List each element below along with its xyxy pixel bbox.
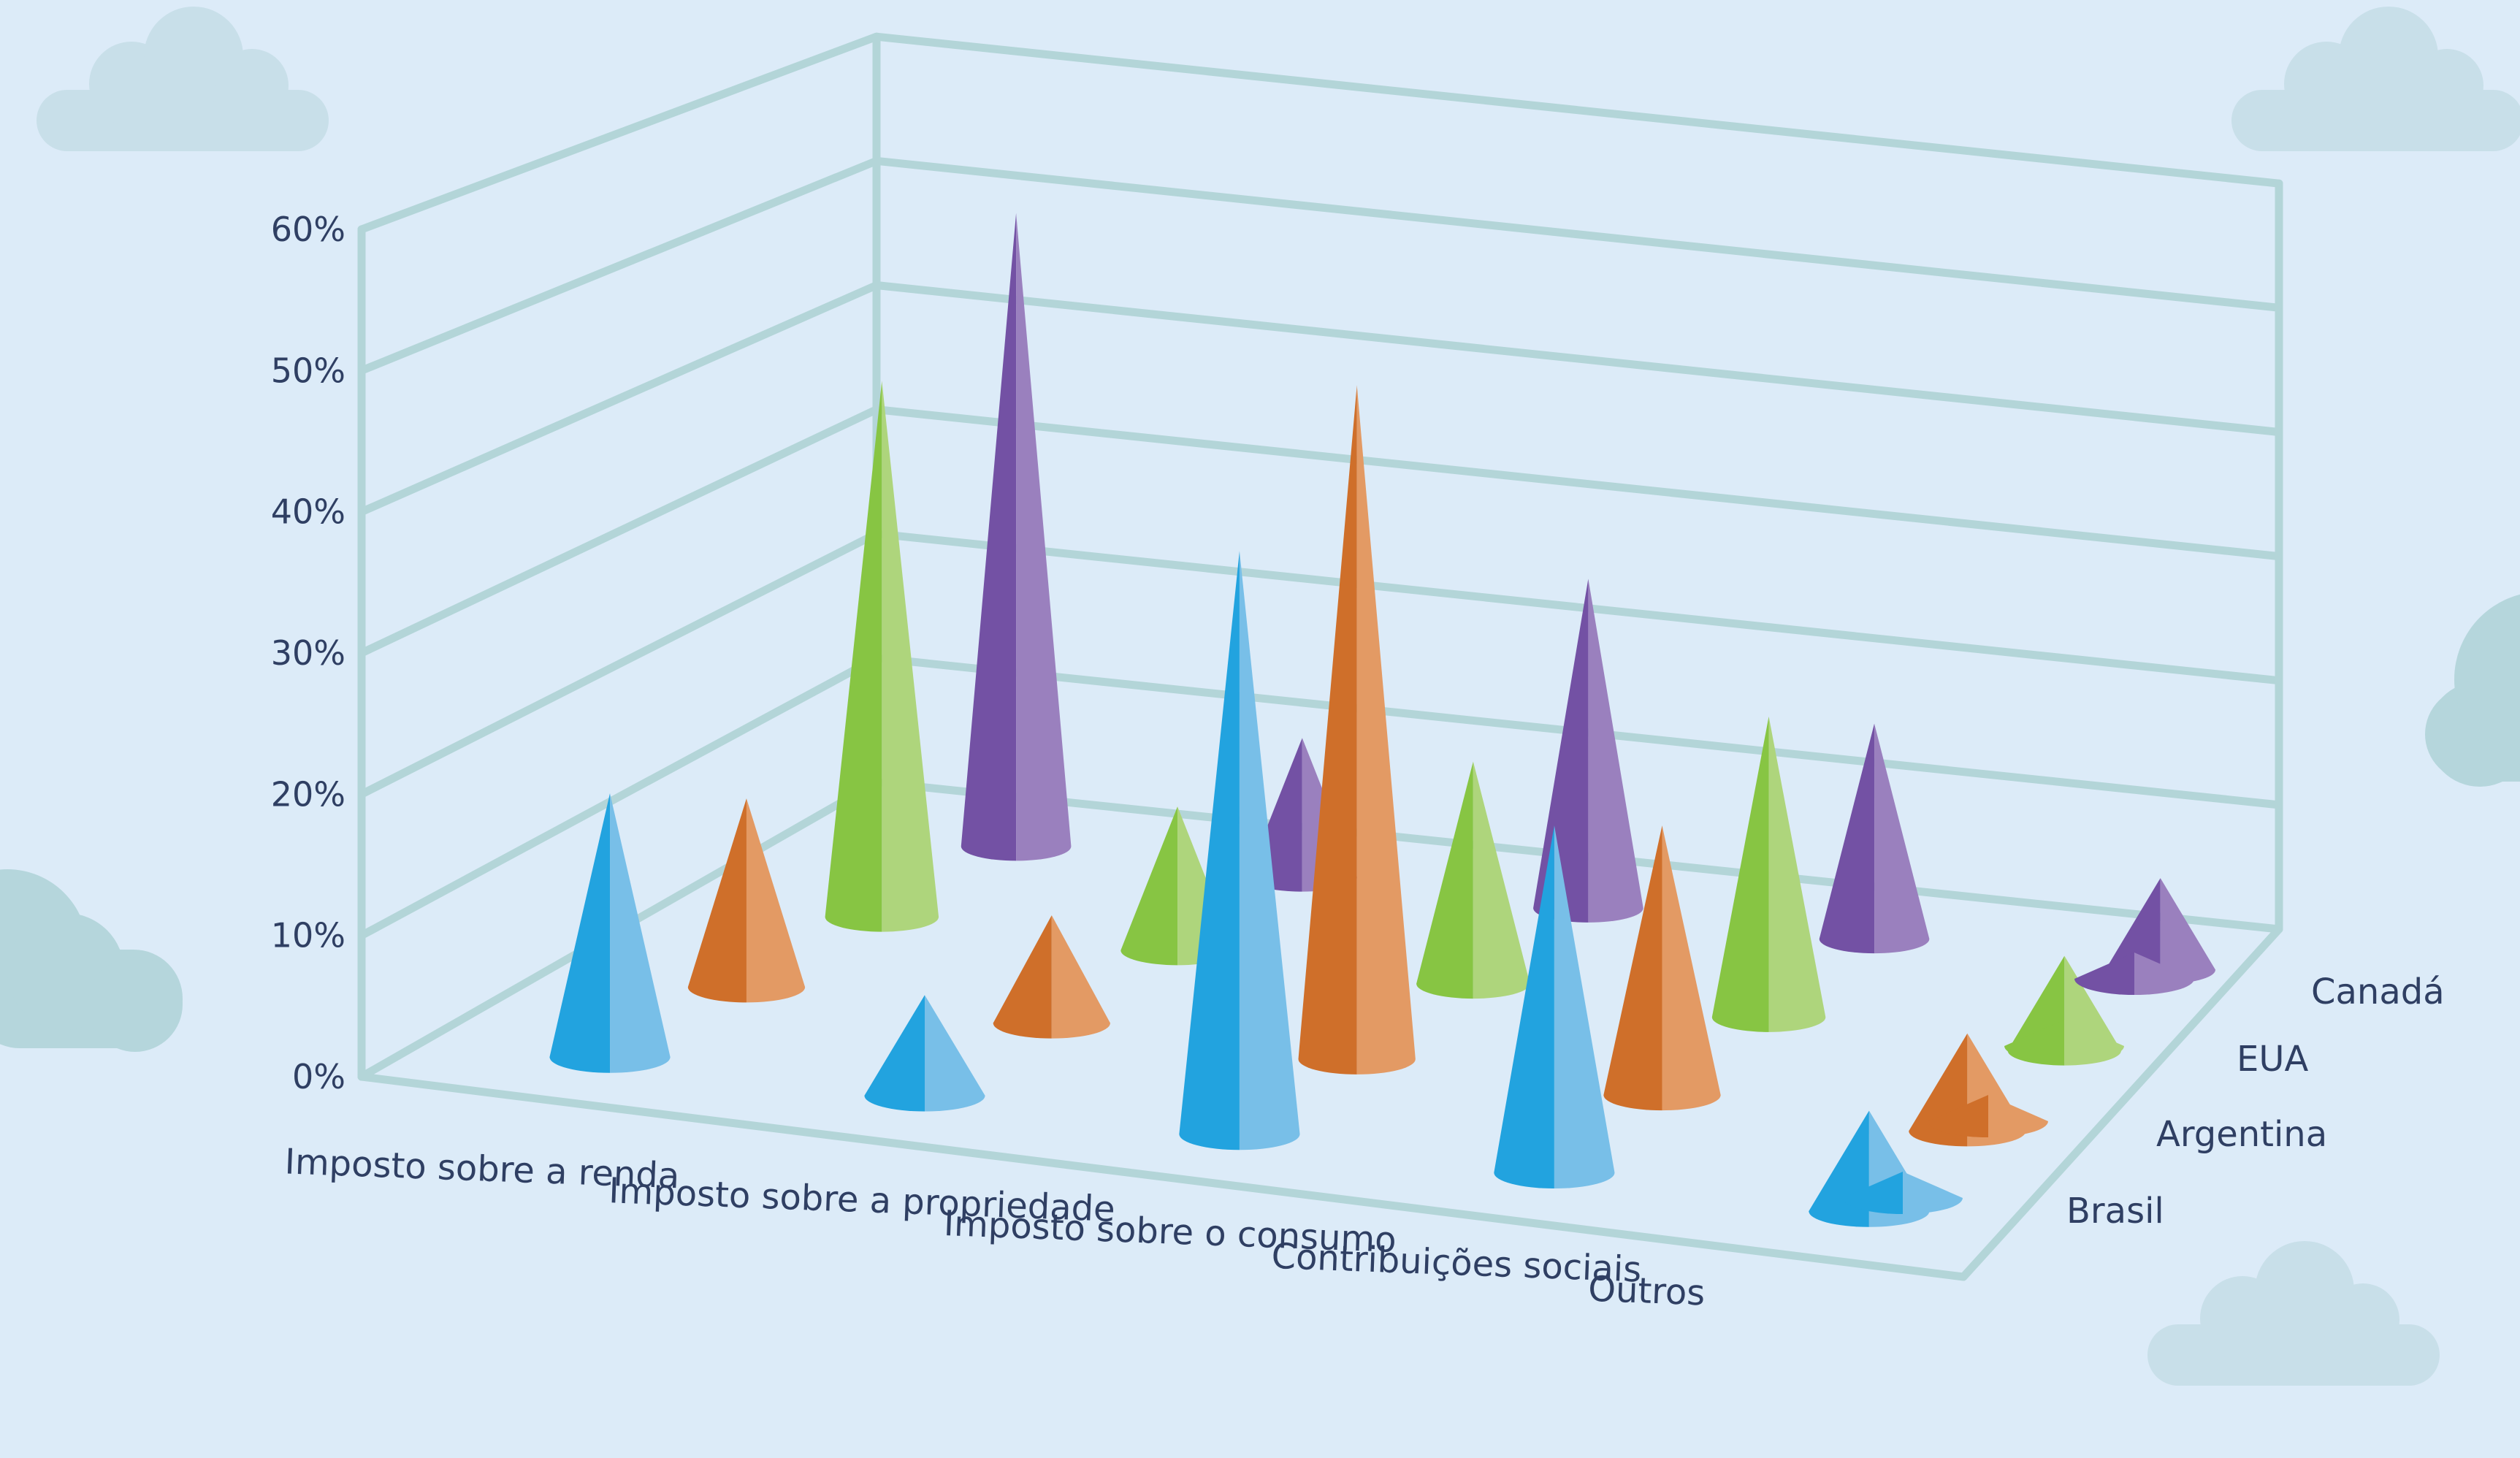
cloud-top-left [37,7,329,151]
cloud-right-edge [2425,594,2520,787]
y-tick-label: 10% [271,916,345,955]
legend-swatch [1928,1095,2048,1137]
legend-swatch [2004,1020,2124,1062]
cone-mark [1494,825,1615,1189]
legend-item: EUA [2004,1020,2308,1080]
cone-mark [2105,878,2216,985]
y-tick-label: 0% [292,1057,345,1096]
cone-marks [549,213,2216,1227]
cone-mark [1819,723,1930,954]
cone-mark [1416,761,1530,999]
legend-item: Brasil [1843,1172,2164,1232]
cone-mark [1533,579,1643,923]
cone-mark [1179,551,1300,1150]
gridline [357,156,2283,375]
legend-label: EUA [2237,1039,2308,1080]
y-tick-label: 20% [271,774,345,814]
cone-mark [961,213,1072,861]
x-tick-label: Outros [1587,1269,1706,1314]
cone-mark [864,995,985,1112]
cone-mark [993,915,1110,1039]
gridline [357,281,2283,516]
y-tick-label: 30% [271,633,345,673]
legend-item: Argentina [1928,1095,2327,1155]
cloud-bottom-right [2147,1241,2440,1386]
cone-mark [687,798,806,1003]
legend-label: Brasil [2066,1191,2164,1232]
cone-mark [1711,716,1826,1032]
cone-mark [825,381,939,932]
legend-label: Argentina [2156,1114,2327,1155]
cone-mark [549,793,671,1073]
legend-label: Canadá [2311,972,2445,1012]
cone-mark [1603,825,1721,1111]
gridline [357,530,2283,798]
cloud-top-right [2231,7,2520,151]
legend-swatch [1843,1172,1963,1214]
x-tick-label: Contribuições sociais [1271,1236,1643,1291]
y-tick-label: 50% [271,351,345,390]
cloud-left-edge [0,869,183,1052]
floor-outline [357,778,2283,1281]
y-tick-label: 40% [271,492,345,532]
legend-swatch [2074,953,2194,995]
background-clouds [0,7,2520,1386]
y-axis-ticks: 0% 10% 20% 30% 40% 50% 60% [271,210,345,1096]
gridline [357,405,2283,657]
gridline [357,32,2283,234]
y-tick-label: 60% [271,210,345,249]
legend-item: Canadá [2074,953,2445,1012]
cone-mark [1298,385,1416,1075]
